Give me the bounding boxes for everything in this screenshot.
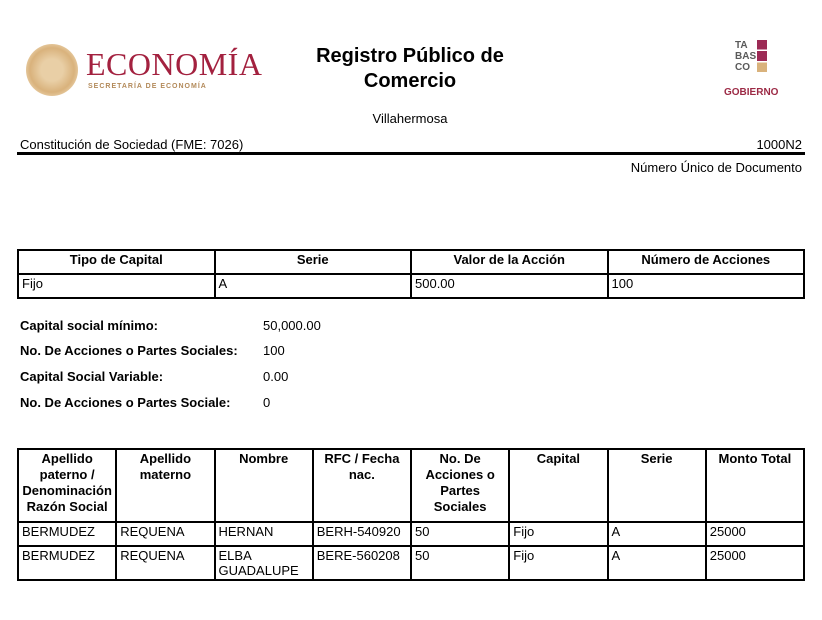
table-header-row: Tipo de Capital Serie Valor de la Acción… [17,249,805,275]
economia-logo: ECONOMÍA [86,46,263,82]
cell: BERH-540920 [311,521,413,547]
cell: Fijo [17,273,216,299]
document-type: Constitución de Sociedad (FME: 7026) [20,137,244,152]
column-header: Tipo de Capital [17,249,216,275]
mexico-seal-logo [26,44,78,96]
column-header: Serie [213,249,412,275]
economia-logo-subtitle: SECRETARÍA DE ECONOMÍA [88,83,207,90]
socios-table: Apellido paterno / Denominación Razón So… [16,448,806,581]
cell: A [606,521,707,547]
cell: REQUENA [115,521,216,547]
column-header: Serie [606,448,707,523]
document-code: 1000N2 [756,137,802,152]
cell: 50 [409,521,511,547]
table-row: BERMUDEZ REQUENA HERNAN BERH-540920 50 F… [16,521,806,547]
table-row: Fijo A 500.00 100 [17,273,805,299]
tabasco-logo-squares [757,40,767,72]
column-header: Nombre [213,448,314,523]
column-header: Apellido materno [115,448,216,523]
table-row: BERMUDEZ REQUENA ELBA GUADALUPE BERE-560… [16,545,806,581]
cell: BERMUDEZ [16,521,118,547]
cell: 25000 [704,545,806,581]
column-header: Apellido paterno / Denominación Razón So… [16,448,118,523]
cell: Fijo [508,545,609,581]
column-header: Monto Total [704,448,806,523]
info-label: No. De Acciones o Partes Sociales: [20,343,238,358]
city: Villahermosa [372,111,448,126]
cell: 500.00 [410,273,609,299]
table-header-row: Apellido paterno / Denominación Razón So… [16,448,806,523]
cell: BERE-560208 [311,545,413,581]
info-value: 50,000.00 [263,318,321,333]
cell: BERMUDEZ [16,545,118,581]
column-header: Valor de la Acción [410,249,609,275]
info-label: Capital social mínimo: [20,318,158,333]
info-value: 0 [263,395,271,410]
logo-line: BAS [735,51,757,62]
divider [17,152,805,155]
info-label: Capital Social Variable: [20,369,164,384]
cell: REQUENA [115,545,216,581]
logo-line: TA [735,40,748,51]
cell: 100 [606,273,805,299]
document-code-label: Número Único de Documento [630,160,802,175]
logo-line: CO [735,62,750,73]
info-value: 0.00 [263,369,289,384]
cell: 50 [409,545,511,581]
cell: 25000 [704,521,806,547]
cell: A [606,545,707,581]
column-header: Número de Acciones [606,249,805,275]
info-value: 100 [263,343,285,358]
tabasco-logo: TA BAS CO [735,40,765,73]
cell: ELBA GUADALUPE [213,545,314,581]
gobierno-logo: GOBIERNO [724,87,779,98]
cell: Fijo [508,521,609,547]
column-header: Capital [508,448,609,523]
cell: HERNAN [213,521,314,547]
info-label: No. De Acciones o Partes Sociale: [20,395,231,410]
column-header: No. De Acciones o Partes Sociales [409,448,511,523]
column-header: RFC / Fecha nac. [311,448,413,523]
capital-table: Tipo de Capital Serie Valor de la Acción… [17,249,805,299]
cell: A [213,273,412,299]
page-title: Registro Público de Comercio [316,45,504,92]
